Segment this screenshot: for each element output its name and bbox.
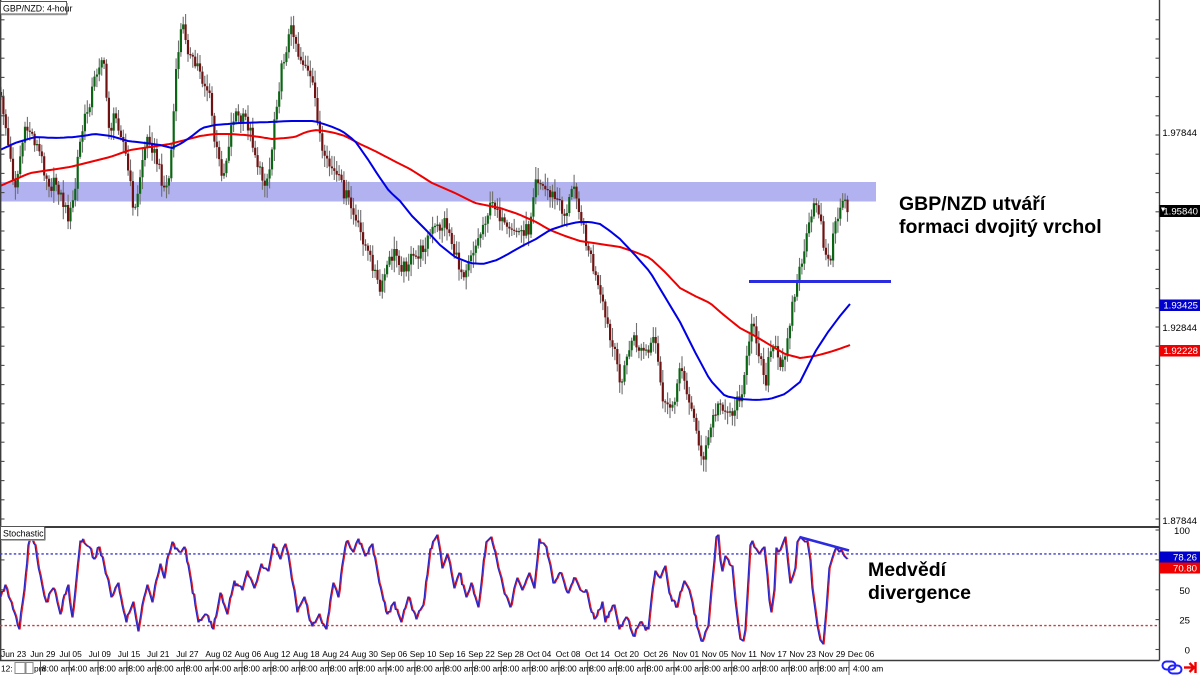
svg-text:8:00 am: 8:00 am (704, 664, 734, 674)
svg-text:Sep 10: Sep 10 (410, 649, 437, 659)
svg-text:Oct 26: Oct 26 (643, 649, 668, 659)
svg-text:8:00 am: 8:00 am (733, 664, 763, 674)
svg-text:formaci dvojitý vrchol: formaci dvojitý vrchol (899, 216, 1102, 238)
svg-text:Sep 22: Sep 22 (468, 649, 495, 659)
svg-text:8:00 am: 8:00 am (474, 664, 504, 674)
svg-text:8:00 am: 8:00 am (128, 664, 158, 674)
svg-text:Jul 27: Jul 27 (176, 649, 199, 659)
svg-text:1.93425: 1.93425 (1163, 301, 1198, 312)
svg-text:8:00 am: 8:00 am (157, 664, 187, 674)
svg-text:50: 50 (1179, 586, 1190, 597)
svg-text:Medvědí: Medvědí (868, 559, 947, 581)
svg-text:Dec 06: Dec 06 (848, 649, 875, 659)
svg-text:70.80: 70.80 (1173, 564, 1197, 575)
svg-text:8:00 am: 8:00 am (532, 664, 562, 674)
svg-text:Aug 02: Aug 02 (205, 649, 232, 659)
svg-text:Aug 06: Aug 06 (235, 649, 262, 659)
svg-text:8:00 am: 8:00 am (186, 664, 216, 674)
svg-text:8:00 am: 8:00 am (42, 664, 72, 674)
svg-text:Jun 29: Jun 29 (30, 649, 55, 659)
svg-text:pm: pm (34, 664, 46, 674)
svg-text:8:00 am: 8:00 am (359, 664, 389, 674)
svg-text:Nov 01: Nov 01 (673, 649, 700, 659)
svg-text:1.92228: 1.92228 (1163, 346, 1198, 357)
svg-text:Jul 09: Jul 09 (89, 649, 112, 659)
svg-text:8:00 am: 8:00 am (503, 664, 533, 674)
svg-text:Jun 23: Jun 23 (1, 649, 26, 659)
svg-text:8:00 am: 8:00 am (416, 664, 446, 674)
svg-text:8:00 am: 8:00 am (445, 664, 475, 674)
svg-text:GBP/NZD utváří: GBP/NZD utváří (899, 193, 1046, 215)
svg-text:1.97844: 1.97844 (1162, 128, 1197, 139)
svg-text:1.87844: 1.87844 (1162, 516, 1197, 527)
svg-text:0: 0 (1185, 646, 1190, 657)
svg-text:8:00 am: 8:00 am (762, 664, 792, 674)
svg-text:Aug 18: Aug 18 (293, 649, 320, 659)
svg-text:4:00 am: 4:00 am (388, 664, 418, 674)
svg-text:8:00 am: 8:00 am (272, 664, 302, 674)
svg-text:Jul 05: Jul 05 (59, 649, 82, 659)
svg-text:12:: 12: (1, 664, 13, 674)
svg-text:Jul 15: Jul 15 (118, 649, 141, 659)
svg-text:8:00 am: 8:00 am (820, 664, 850, 674)
svg-text:Oct 08: Oct 08 (556, 649, 581, 659)
svg-text:8:00 am: 8:00 am (100, 664, 130, 674)
svg-text:Aug 24: Aug 24 (322, 649, 349, 659)
svg-text:Aug 12: Aug 12 (264, 649, 291, 659)
svg-text:8:00 am: 8:00 am (301, 664, 331, 674)
svg-text:Jul 21: Jul 21 (147, 649, 170, 659)
svg-text:8:00 am: 8:00 am (244, 664, 274, 674)
svg-text:4:00 am: 4:00 am (853, 664, 883, 674)
svg-text:8:00 am: 8:00 am (589, 664, 619, 674)
svg-text:8:00 am: 8:00 am (618, 664, 648, 674)
svg-text:Oct 20: Oct 20 (614, 649, 639, 659)
svg-text:Sep 28: Sep 28 (497, 649, 524, 659)
svg-text:divergence: divergence (868, 582, 971, 604)
svg-text:Aug 30: Aug 30 (351, 649, 378, 659)
svg-text:Stochastic: Stochastic (3, 529, 44, 539)
svg-text:8:00 am: 8:00 am (560, 664, 590, 674)
svg-text:Nov 23: Nov 23 (789, 649, 816, 659)
svg-text:25: 25 (1179, 616, 1190, 627)
svg-text:8:00 am: 8:00 am (647, 664, 677, 674)
svg-text:8:00 am: 8:00 am (330, 664, 360, 674)
svg-text:Oct 04: Oct 04 (527, 649, 552, 659)
svg-text:8:00 am: 8:00 am (791, 664, 821, 674)
svg-text:Oct 14: Oct 14 (585, 649, 610, 659)
svg-text:1.95840: 1.95840 (1163, 207, 1198, 218)
svg-text:Nov 11: Nov 11 (731, 649, 757, 659)
svg-text:78.26: 78.26 (1173, 553, 1197, 564)
svg-text:Nov 05: Nov 05 (702, 649, 729, 659)
svg-text:100: 100 (1174, 526, 1190, 537)
svg-text:4:00 am: 4:00 am (215, 664, 245, 674)
svg-text:1.92844: 1.92844 (1162, 323, 1197, 334)
svg-text:Nov 29: Nov 29 (819, 649, 846, 659)
svg-text:Sep 16: Sep 16 (439, 649, 466, 659)
svg-text:4:00 am: 4:00 am (676, 664, 706, 674)
svg-text:4:00 am: 4:00 am (71, 664, 101, 674)
svg-text:GBP/NZD: 4-hour: GBP/NZD: 4-hour (3, 4, 72, 14)
svg-text:Sep 06: Sep 06 (381, 649, 408, 659)
svg-text:Nov 17: Nov 17 (760, 649, 787, 659)
